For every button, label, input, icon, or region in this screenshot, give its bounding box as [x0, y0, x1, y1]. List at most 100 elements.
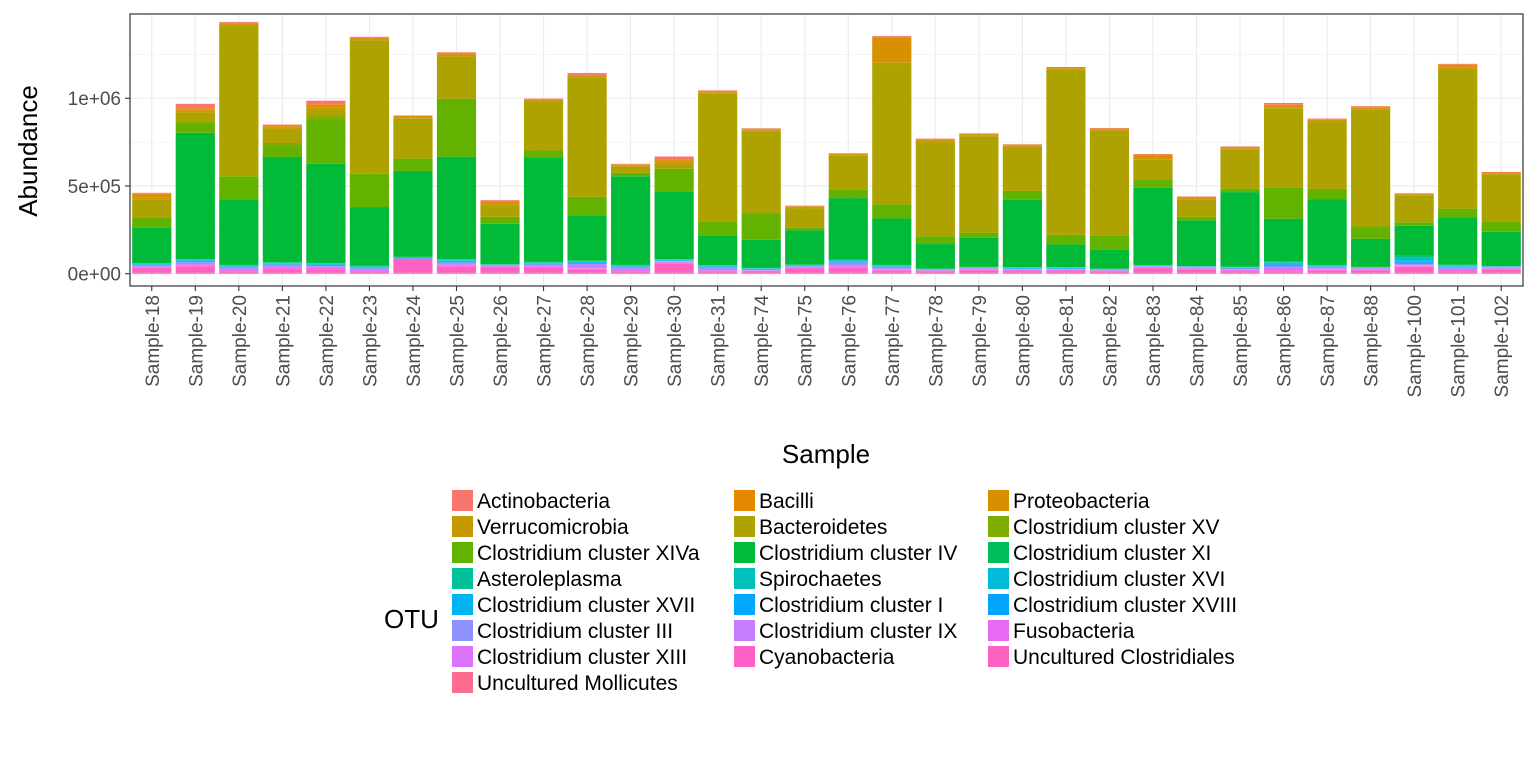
bar-segment: [741, 213, 781, 240]
bar-segment: [1220, 272, 1260, 274]
bar-segment: [785, 272, 825, 274]
bar-segment: [262, 126, 302, 128]
legend-label: Clostridium cluster I: [759, 594, 943, 617]
legend-label: Asteroleplasma: [477, 568, 622, 591]
bar-segment: [654, 156, 694, 160]
bar-segment: [523, 98, 564, 100]
bar-segment: [567, 215, 607, 261]
x-tick-label: Sample-31: [709, 295, 730, 387]
bar-segment: [567, 77, 607, 197]
y-tick-label: 5e+05: [68, 177, 121, 198]
bar-segment: [523, 157, 564, 262]
bar-segment: [262, 264, 302, 266]
bar-segment: [1307, 119, 1347, 121]
bar-segment: [1002, 145, 1042, 147]
bar-segment: [567, 268, 607, 270]
bar-segment: [611, 164, 651, 165]
bar-segment: [1133, 159, 1173, 180]
bar-segment: [1394, 193, 1434, 195]
bar-segment: [785, 227, 825, 231]
bar-segment: [959, 134, 999, 136]
bar-segment: [1481, 272, 1521, 274]
x-tick-label: Sample-18: [143, 295, 164, 387]
bar-segment: [1176, 268, 1217, 269]
bar-segment: [1263, 271, 1304, 273]
bar-segment: [828, 261, 868, 262]
bar-segment: [436, 272, 477, 274]
bar-segment: [654, 272, 694, 274]
bar-segment: [828, 266, 868, 267]
legend-label: Clostridium cluster XVII: [477, 594, 695, 617]
bar-segment: [132, 227, 172, 264]
bar-segment: [1263, 108, 1304, 188]
bar-segment: [1263, 269, 1304, 271]
bar-segment: [872, 204, 912, 219]
bar-segment: [741, 131, 781, 214]
bar-segment: [132, 193, 172, 195]
bar-segment: [828, 153, 868, 154]
bar-segment: [785, 207, 825, 209]
legend-label: Clostridium cluster IX: [759, 620, 957, 643]
bar-segment: [872, 36, 912, 38]
bar-segment: [175, 262, 215, 264]
legend-label: Clostridium cluster XIVa: [477, 542, 700, 565]
x-tick-label: Sample-100: [1405, 295, 1426, 397]
bar-segment: [306, 105, 346, 108]
bar-segment: [698, 90, 738, 92]
bar-segment: [349, 268, 390, 270]
bar-segment: [219, 25, 259, 177]
bar-segment: [959, 133, 999, 134]
legend-label: Proteobacteria: [1013, 490, 1150, 513]
bar-segment: [262, 142, 302, 147]
bar-segment: [175, 266, 215, 273]
bar-segment: [349, 271, 390, 273]
bar-segment: [828, 268, 868, 273]
bar-segment: [1263, 270, 1304, 272]
x-tick-label: Sample-101: [1449, 295, 1470, 397]
bar-segment: [1307, 118, 1347, 120]
bar-segment: [523, 266, 564, 268]
bar-segment: [654, 262, 694, 263]
bar-segment: [1481, 172, 1521, 174]
bar-segment: [132, 197, 172, 200]
bar-segment: [915, 270, 955, 272]
legend-key: [734, 568, 755, 589]
bar-segment: [175, 261, 215, 263]
bar-segment: [1263, 265, 1304, 266]
bar-segment: [1438, 270, 1478, 272]
bar-segment: [1089, 129, 1130, 131]
x-tick-label: Sample-85: [1231, 295, 1252, 387]
bar-segment: [1089, 271, 1130, 273]
bar-segment: [698, 266, 738, 268]
bar-segment: [436, 263, 477, 265]
bar-segment: [480, 216, 520, 224]
bar-segment: [175, 108, 215, 110]
x-tick-label: Sample-28: [578, 295, 599, 387]
bar-segment: [436, 262, 477, 263]
bar-segment: [1394, 195, 1434, 196]
bar-segment: [1394, 263, 1434, 265]
bar-segment: [132, 267, 172, 269]
bar-segment: [1263, 187, 1304, 219]
bar-segment: [1220, 147, 1260, 149]
bar-segment: [175, 109, 215, 111]
legend-key: [452, 646, 473, 667]
bar-segment: [1307, 121, 1347, 189]
bar-segment: [523, 272, 564, 274]
bar-segment: [698, 270, 738, 271]
bar-segment: [175, 112, 215, 122]
bar-segment: [175, 132, 215, 260]
bar-segment: [436, 54, 477, 55]
bar-segment: [567, 263, 607, 265]
bar-segment: [1176, 196, 1217, 198]
bar-segment: [262, 264, 302, 265]
bar-segment: [1263, 265, 1304, 268]
bar-segment: [436, 53, 477, 55]
bar-segment: [1307, 188, 1347, 200]
bar-segment: [1438, 268, 1478, 270]
bar-segment: [1438, 65, 1478, 68]
bar-segment: [262, 265, 302, 267]
bar-segment: [523, 265, 564, 267]
bar-segment: [436, 52, 477, 54]
bar-segment: [132, 199, 172, 218]
